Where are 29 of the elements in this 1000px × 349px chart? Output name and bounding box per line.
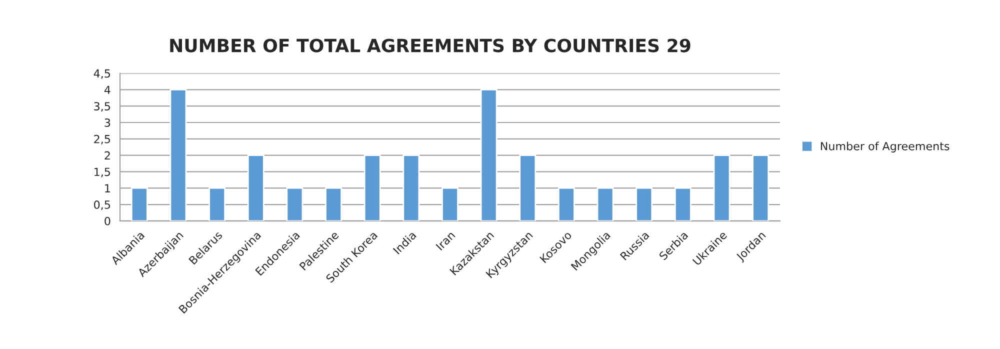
bar <box>674 187 692 221</box>
bar <box>596 187 614 221</box>
y-tick-label: 0,5 <box>94 200 110 210</box>
bar <box>636 187 653 221</box>
y-tick-label: 0 <box>104 216 110 226</box>
bar <box>286 187 304 221</box>
y-tick-label: 3 <box>104 118 110 127</box>
chart-title: NUMBER OF TOTAL AGREEMENTS BY COUNTRIES 29 <box>170 38 690 52</box>
bar <box>752 154 770 221</box>
bar <box>713 154 730 221</box>
y-tick-label: 2,5 <box>94 134 110 144</box>
bar <box>208 187 226 221</box>
bar <box>442 187 458 221</box>
bar <box>247 154 264 221</box>
legend-label: Number of Agreements <box>820 142 950 152</box>
y-tick-label: 4 <box>104 86 110 94</box>
bar <box>364 154 381 221</box>
y-tick-label: 4,5 <box>94 69 110 79</box>
y-tick-label: 1 <box>105 184 110 192</box>
bar <box>480 89 498 221</box>
bar <box>558 187 575 221</box>
bar <box>170 89 187 221</box>
y-tick-label: 1,5 <box>94 168 110 178</box>
bar <box>325 187 342 221</box>
bar <box>402 154 420 221</box>
y-tick-label: 2 <box>104 151 110 160</box>
bar <box>519 154 536 221</box>
y-tick-label: 3,5 <box>94 102 110 112</box>
bar <box>130 187 148 221</box>
